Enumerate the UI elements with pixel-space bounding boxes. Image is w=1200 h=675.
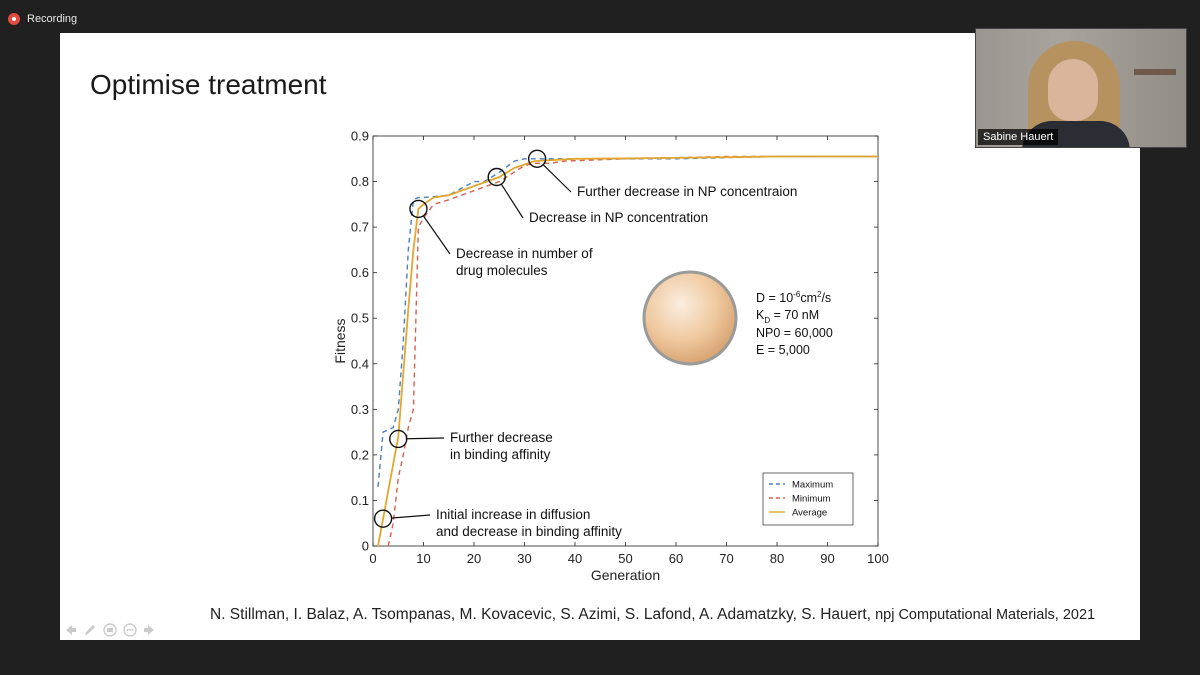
x-tick-label: 30 — [517, 551, 531, 566]
annotation-leader — [423, 215, 451, 255]
annotation-circle — [527, 149, 547, 168]
x-tick-label: 20 — [467, 551, 481, 566]
annotation-text: Decrease in NP concentration — [529, 210, 708, 225]
y-tick-label: 0.8 — [351, 174, 369, 189]
participant-name: Sabine Hauert — [978, 129, 1059, 145]
legend-entry: Maximum — [792, 480, 833, 491]
y-tick-label: 0.1 — [351, 493, 369, 508]
legend-box — [762, 472, 854, 526]
x-tick-label: 10 — [416, 551, 430, 566]
citation-authors: N. Stillman, I. Balaz, A. Tsompanas, M. … — [210, 606, 872, 623]
recording-indicator: Recording — [8, 8, 77, 30]
annotation-text: Decrease in number of — [456, 246, 593, 261]
y-tick-label: 0.9 — [351, 129, 369, 144]
legend-entry: Minimum — [792, 494, 831, 505]
y-tick-label: 0.3 — [351, 402, 369, 417]
annotation-leader — [407, 437, 445, 440]
annotation-leader — [501, 184, 524, 219]
y-axis-label: Fitness — [332, 318, 348, 363]
fitness-chart: 0 10 20 30 40 50 60 70 80 90 100 0 0.1 0.2 0.3 0.4 0.5 0.… — [332, 129, 889, 584]
annotation-text: Further decrease — [450, 430, 553, 445]
citation: N. Stillman, I. Balaz, A. Tsompanas, M. … — [210, 606, 1095, 624]
annotation-circle — [373, 509, 393, 528]
participant-face — [1048, 59, 1098, 121]
y-tick-label: 0.4 — [351, 356, 369, 371]
annotation-leader — [543, 164, 572, 193]
nanoparticle-icon — [642, 270, 738, 366]
x-tick-label: 100 — [867, 551, 889, 566]
y-tick-label: 0.7 — [351, 220, 369, 235]
annotation-leader — [392, 514, 431, 519]
y-tick-label: 0.6 — [351, 265, 369, 280]
presentation-slide: Optimise treatment 0 10 20 30 40 50 60 70 80 90 10… — [60, 33, 1140, 640]
x-tick-label: 60 — [669, 551, 683, 566]
citation-journal: npj Computational Materials, 2021 — [871, 607, 1096, 623]
x-tick-label: 50 — [618, 551, 632, 566]
inset-param-e: E = 5,000 — [756, 343, 810, 357]
legend-entry: Average — [792, 508, 827, 519]
slide-sorter-icon[interactable] — [102, 622, 118, 638]
x-axis-label: Generation — [591, 567, 660, 583]
y-tick-label: 0.2 — [351, 447, 369, 462]
x-tick-label: 40 — [568, 551, 582, 566]
arrow-left-icon[interactable] — [62, 622, 78, 638]
video-shelf — [1134, 69, 1176, 75]
annotation-circle — [389, 429, 408, 449]
annotation-text: drug molecules — [456, 263, 548, 278]
inset-param-np0: NP0 = 60,000 — [756, 326, 833, 340]
participant-video[interactable]: Sabine Hauert — [975, 28, 1187, 148]
slide-title: Optimise treatment — [90, 69, 327, 100]
record-icon — [8, 13, 20, 25]
y-tick-label: 0 — [362, 539, 369, 554]
y-tick-label: 0.5 — [351, 311, 369, 326]
inset-param-d: D = 10-6cm2/s — [756, 290, 831, 305]
arrow-right-icon[interactable] — [142, 622, 158, 638]
x-tick-label: 0 — [369, 551, 376, 566]
annotation-circle — [409, 199, 428, 219]
annotation-text: Initial increase in diffusion — [436, 507, 590, 522]
more-icon[interactable] — [122, 622, 138, 638]
annotation-text: and decrease in binding affinity — [436, 524, 622, 539]
series-line-minimum — [387, 155, 878, 547]
x-tick-label: 80 — [770, 551, 784, 566]
x-tick-label: 90 — [820, 551, 834, 566]
slide-toolbar — [62, 622, 158, 638]
pen-icon[interactable] — [82, 622, 98, 638]
series-line-average — [377, 155, 878, 547]
annotation-circle — [487, 167, 506, 187]
annotation-text: in binding affinity — [450, 447, 551, 462]
x-tick-label: 70 — [719, 551, 733, 566]
annotation-text: Further decrease in NP concentraion — [577, 184, 797, 199]
recording-label: Recording — [27, 13, 78, 25]
inset-param-kd: KD = 70 nM — [756, 308, 819, 325]
